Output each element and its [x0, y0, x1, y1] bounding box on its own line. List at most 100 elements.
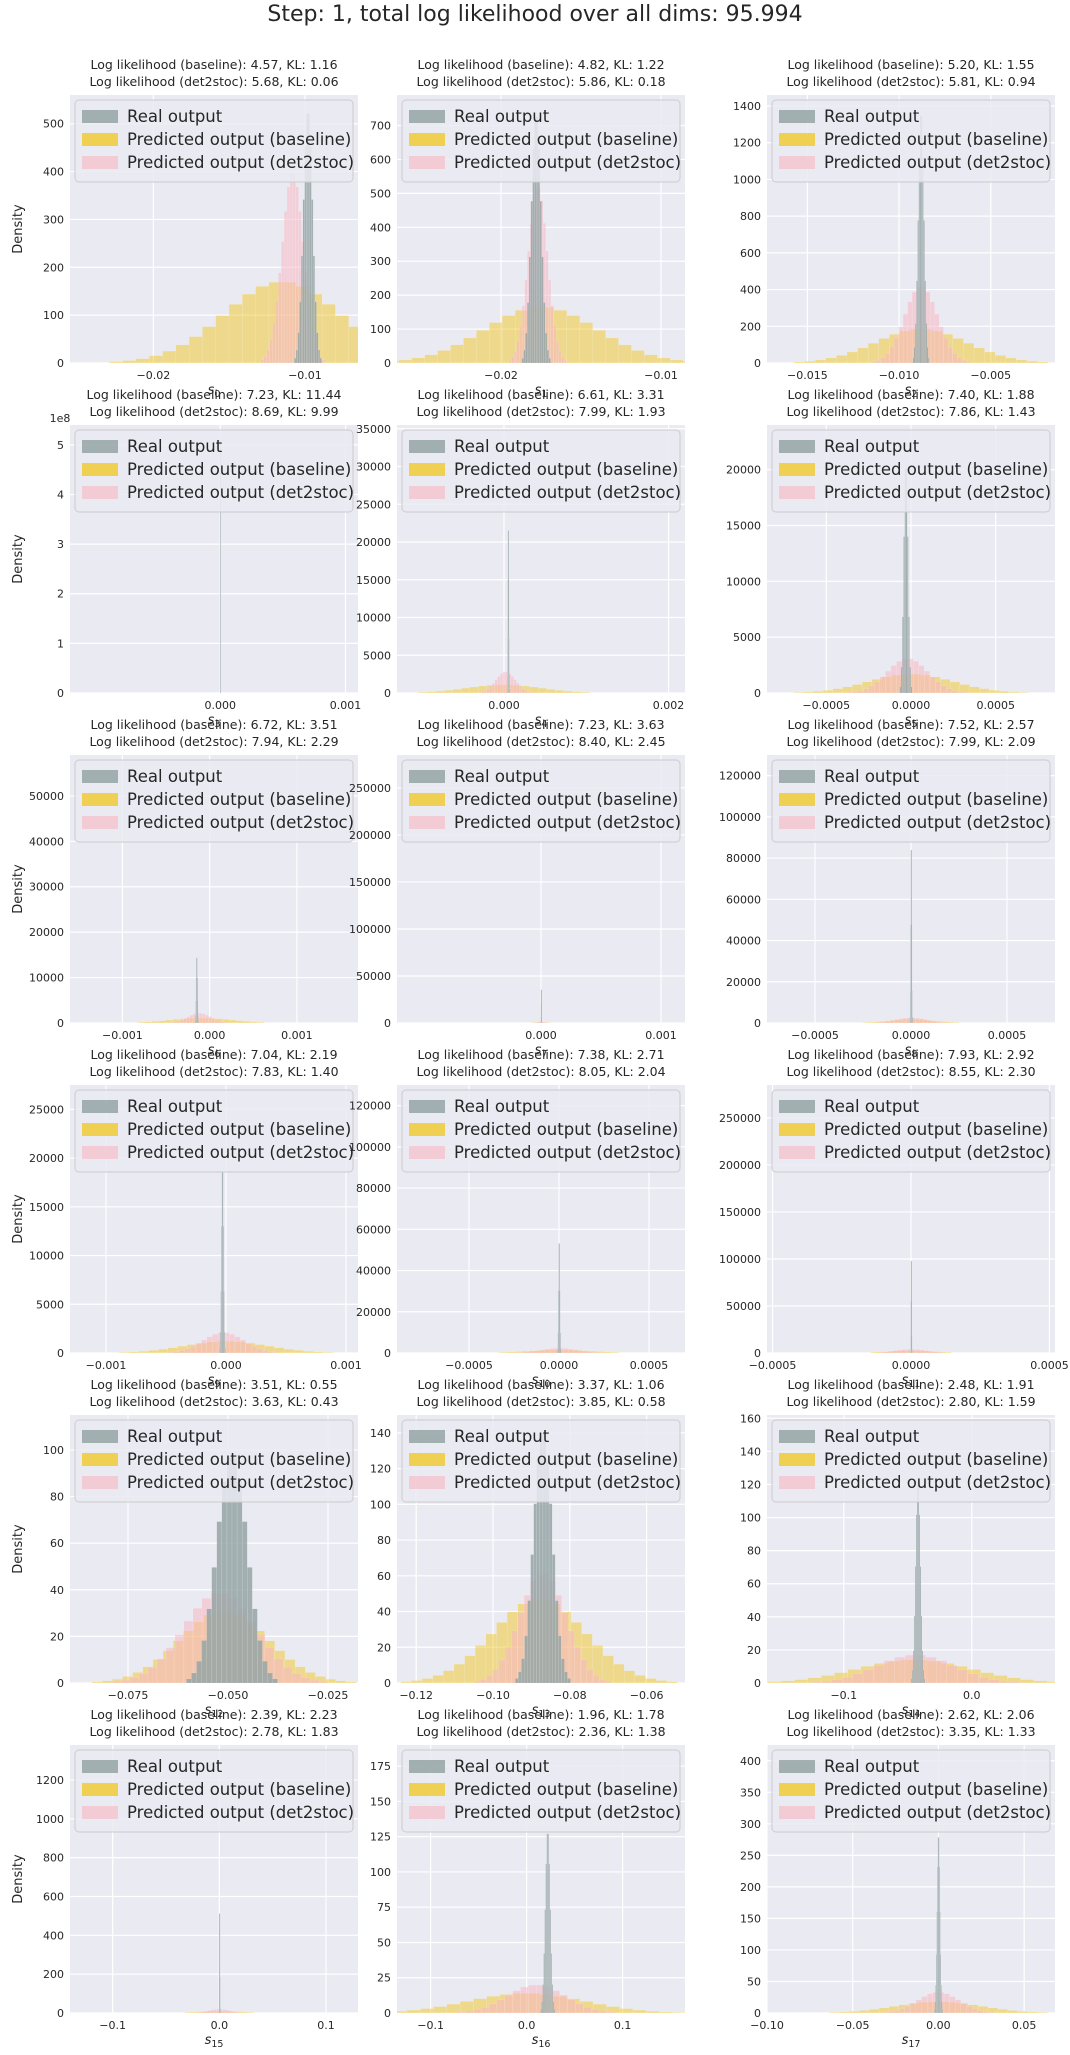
baseline-bar [804, 361, 816, 363]
det2stoc-bar [206, 1336, 213, 1353]
baseline-bar [433, 2006, 447, 2013]
baseline-bar [1060, 1682, 1070, 1683]
baseline-bar [846, 351, 858, 363]
subplot-3: 0 1 2 3 4 5 0.000 0.001 Log likelihood (baseline… [11, 387, 361, 730]
real-bar [518, 1671, 522, 1683]
baseline-bar [119, 1352, 130, 1353]
det2stoc-bar [894, 1019, 899, 1023]
det2stoc-bar [208, 1016, 212, 1023]
x-tick-label: 0.000 [205, 699, 237, 712]
histogram-bars [137, 957, 265, 1023]
y-tick-label: 20000 [29, 926, 64, 939]
det2stoc-bar [210, 2009, 214, 2013]
histogram-bars [109, 113, 358, 363]
legend-label: Predicted output (det2stoc) [454, 1473, 681, 1492]
legend-label: Real output [824, 1097, 920, 1116]
baseline-bar [813, 691, 824, 693]
y-tick-label: 120 [740, 1478, 761, 1491]
real-bar [548, 1503, 553, 1683]
baseline-bar [476, 330, 490, 363]
legend-swatch [779, 486, 815, 499]
y-tick-label: 40 [747, 1611, 761, 1624]
x-axis-label: s15 [205, 2033, 224, 2050]
subplot-title-det2stoc: Log likelihood (det2stoc): 8.05, KL: 2.0… [416, 1064, 665, 1079]
det2stoc-bar [205, 1014, 209, 1023]
histogram-bars [862, 849, 960, 1023]
real-bar [922, 1669, 925, 1683]
legend: Real output Predicted output (baseline) Pr… [401, 1089, 681, 1173]
baseline-bar [839, 2011, 850, 2013]
baseline-bar [836, 355, 848, 363]
legend-label: Predicted output (baseline) [454, 1120, 678, 1139]
legend-label: Predicted output (det2stoc) [824, 813, 1051, 832]
det2stoc-bar [901, 1349, 907, 1353]
baseline-bar [829, 2012, 840, 2013]
baseline-bar [335, 315, 349, 363]
det2stoc-bar [281, 241, 285, 363]
real-bar [941, 2009, 943, 2013]
legend-label: Predicted output (baseline) [824, 1120, 1048, 1139]
real-bar [911, 1349, 913, 1353]
det2stoc-bar [245, 1343, 252, 1353]
baseline-bar [162, 350, 177, 363]
baseline-bar [469, 686, 479, 693]
det2stoc-bar [516, 341, 520, 363]
det2stoc-bar [956, 357, 962, 363]
det2stoc-bar [574, 1646, 581, 1683]
subplot-title-det2stoc: Log likelihood (det2stoc): 5.68, KL: 0.0… [89, 74, 338, 89]
det2stoc-bar [234, 1336, 241, 1353]
det2stoc-bar [178, 1350, 185, 1353]
det2stoc-bar [211, 1018, 215, 1023]
legend: Real output Predicted output (baseline) Pr… [401, 1749, 681, 1833]
det2stoc-bar [550, 305, 554, 363]
det2stoc-bar [938, 1352, 943, 1353]
y-tick-label: 80 [377, 1534, 391, 1547]
legend-swatch [82, 793, 118, 806]
det2stoc-bar [952, 353, 958, 363]
y-tick-label: 20000 [29, 1152, 64, 1165]
legend-box [401, 1089, 681, 1173]
y-tick-label: 0 [384, 687, 391, 700]
subplot-title-baseline: Log likelihood (baseline): 7.23, KL: 3.6… [417, 717, 664, 732]
x-tick-label: −0.1 [417, 2019, 444, 2032]
det2stoc-bar [492, 1669, 500, 1683]
subplot-title-det2stoc: Log likelihood (det2stoc): 7.99, KL: 1.9… [416, 404, 665, 419]
subplot-title-baseline: Log likelihood (baseline): 6.72, KL: 3.5… [90, 717, 337, 732]
baseline-bar [632, 2009, 647, 2013]
real-bar [559, 1332, 561, 1353]
det2stoc-bar [923, 1019, 928, 1023]
y-tick-label: 100000 [349, 1141, 391, 1154]
baseline-bar [998, 691, 1009, 693]
det2stoc-bar [881, 1021, 887, 1023]
subplot-title-baseline: Log likelihood (baseline): 4.82, KL: 1.2… [417, 57, 664, 72]
x-axis-label: s14 [902, 1703, 921, 1720]
legend-label: Predicted output (det2stoc) [454, 1803, 681, 1822]
x-tick-label: 0.002 [653, 699, 685, 712]
x-tick-label: 0.000 [194, 1029, 226, 1042]
real-bar [925, 323, 928, 363]
det2stoc-bar [933, 1351, 939, 1353]
real-bar [247, 1567, 253, 1683]
real-bar [219, 2007, 221, 2013]
x-tick-label: −0.01 [288, 369, 322, 382]
y-tick-label: 160 [740, 1412, 761, 1425]
legend-swatch [409, 110, 445, 123]
legend-label: Real output [454, 107, 550, 126]
legend-swatch [779, 1476, 815, 1489]
det2stoc-bar [492, 682, 495, 693]
y-tick-label: 25000 [29, 1103, 64, 1116]
real-bar [527, 302, 530, 363]
baseline-bar [683, 361, 685, 363]
subplot-title-det2stoc: Log likelihood (det2stoc): 8.55, KL: 2.3… [786, 1064, 1035, 1079]
det2stoc-bar [599, 1678, 606, 1683]
det2stoc-bar [884, 353, 890, 363]
baseline-bar [411, 1680, 423, 1683]
legend-label: Real output [127, 107, 223, 126]
baseline-bar [645, 1678, 657, 1683]
baseline-bar [767, 1682, 769, 1683]
det2stoc-bar [156, 1658, 167, 1683]
baseline-bar [446, 2004, 461, 2013]
det2stoc-bar [286, 186, 291, 363]
real-bar [508, 674, 510, 693]
baseline-bar [631, 350, 645, 363]
